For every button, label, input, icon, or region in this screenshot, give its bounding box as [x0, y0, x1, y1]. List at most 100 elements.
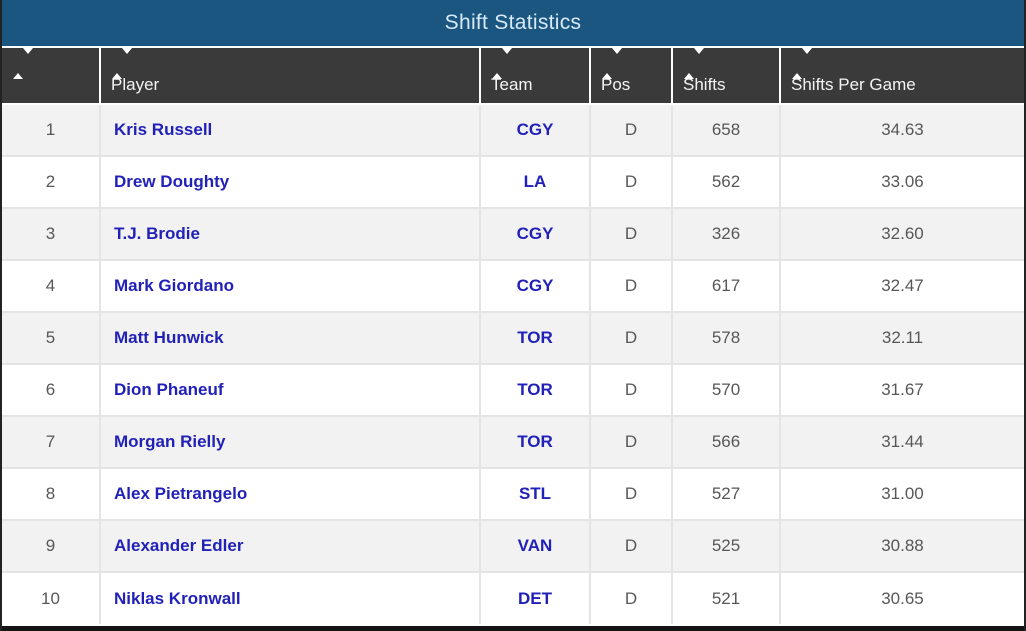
player-cell: Morgan Rielly [99, 415, 480, 468]
team-link[interactable]: CGY [516, 276, 554, 295]
table-row: 4 Mark Giordano CGY D 617 32.47 [2, 259, 1024, 312]
column-header-label: Pos [601, 75, 631, 94]
sort-icon [602, 48, 622, 79]
player-link[interactable]: Mark Giordano [114, 276, 234, 295]
player-link[interactable]: Niklas Kronwall [114, 588, 241, 608]
column-header-player[interactable]: Player [99, 46, 480, 105]
player-cell: Matt Hunwick [99, 311, 480, 364]
team-link[interactable]: LA [523, 172, 547, 191]
team-cell: CGY [479, 207, 590, 260]
shifts-per-game-cell: 30.88 [779, 519, 1024, 572]
player-link[interactable]: Matt Hunwick [114, 328, 224, 347]
table-row: 8 Alex Pietrangelo STL D 527 31.00 [2, 467, 1024, 520]
pos-cell: D [589, 155, 672, 208]
player-cell: Niklas Kronwall [99, 571, 480, 624]
page-title: Shift Statistics [444, 11, 582, 34]
team-link[interactable]: TOR [517, 432, 553, 451]
shift-statistics-table: Player Team Pos Shifts Shifts Per Game [2, 46, 1024, 624]
rank-cell: 5 [2, 311, 100, 364]
player-cell: Alex Pietrangelo [99, 467, 480, 520]
column-header-label: Team [491, 75, 533, 94]
team-link[interactable]: CGY [516, 224, 554, 243]
column-header-label: Shifts Per Game [791, 75, 916, 94]
shifts-cell: 566 [671, 415, 780, 468]
shifts-per-game-cell: 31.67 [779, 363, 1024, 416]
table-row: 1 Kris Russell CGY D 658 34.63 [2, 104, 1024, 156]
shifts-cell: 521 [671, 571, 780, 624]
table-row: 7 Morgan Rielly TOR D 566 31.44 [2, 415, 1024, 468]
column-header-pos[interactable]: Pos [589, 46, 672, 105]
rank-cell: 9 [2, 519, 100, 572]
pos-cell: D [589, 207, 672, 260]
pos-cell: D [589, 519, 672, 572]
shifts-cell: 562 [671, 155, 780, 208]
shifts-cell: 617 [671, 259, 780, 312]
player-link[interactable]: Dion Phaneuf [114, 380, 224, 399]
column-header-shifts-per-game[interactable]: Shifts Per Game [779, 46, 1024, 105]
rank-cell: 4 [2, 259, 100, 312]
team-link[interactable]: STL [518, 484, 552, 503]
shifts-per-game-cell: 32.11 [779, 311, 1024, 364]
team-cell: STL [479, 467, 590, 520]
sort-icon [792, 48, 812, 79]
shifts-cell: 570 [671, 363, 780, 416]
player-link[interactable]: Drew Doughty [114, 172, 230, 191]
rank-cell: 3 [2, 207, 100, 260]
column-header-rank[interactable] [2, 46, 100, 105]
team-link[interactable]: DET [518, 588, 552, 608]
table-row: 6 Dion Phaneuf TOR D 570 31.67 [2, 363, 1024, 416]
table-body: 1 Kris Russell CGY D 658 34.63 2 Drew Do… [2, 104, 1024, 624]
team-link[interactable]: TOR [517, 328, 553, 347]
player-cell: Mark Giordano [99, 259, 480, 312]
rank-cell: 1 [2, 104, 100, 156]
shifts-cell: 527 [671, 467, 780, 520]
table-row: 5 Matt Hunwick TOR D 578 32.11 [2, 311, 1024, 364]
player-link[interactable]: Alex Pietrangelo [114, 484, 248, 503]
team-cell: VAN [479, 519, 590, 572]
team-cell: TOR [479, 415, 590, 468]
column-header-team[interactable]: Team [479, 46, 590, 105]
rank-cell: 8 [2, 467, 100, 520]
bottom-border-bar [2, 626, 1024, 631]
player-cell: Dion Phaneuf [99, 363, 480, 416]
player-link[interactable]: T.J. Brodie [114, 224, 200, 243]
team-cell: DET [479, 571, 590, 624]
shifts-per-game-cell: 33.06 [779, 155, 1024, 208]
sort-icon [684, 48, 704, 79]
table-row: 2 Drew Doughty LA D 562 33.06 [2, 155, 1024, 208]
player-link[interactable]: Morgan Rielly [114, 432, 226, 451]
player-cell: Drew Doughty [99, 155, 480, 208]
team-cell: CGY [479, 259, 590, 312]
shifts-per-game-cell: 31.44 [779, 415, 1024, 468]
pos-cell: D [589, 259, 672, 312]
player-cell: Alexander Edler [99, 519, 480, 572]
shifts-cell: 525 [671, 519, 780, 572]
column-header-label: Player [111, 75, 160, 94]
team-cell: TOR [479, 363, 590, 416]
sort-icon [492, 48, 512, 79]
sort-icon [112, 48, 132, 79]
team-cell: CGY [479, 104, 590, 156]
team-link[interactable]: TOR [517, 380, 553, 399]
team-cell: LA [479, 155, 590, 208]
table-row: 10 Niklas Kronwall DET D 521 30.65 [2, 571, 1024, 624]
pos-cell: D [589, 467, 672, 520]
pos-cell: D [589, 363, 672, 416]
shifts-per-game-cell: 32.47 [779, 259, 1024, 312]
title-bar: Shift Statistics [2, 0, 1024, 46]
team-link[interactable]: VAN [517, 536, 553, 555]
pos-cell: D [589, 311, 672, 364]
player-link[interactable]: Kris Russell [114, 120, 213, 139]
shifts-per-game-cell: 30.65 [779, 571, 1024, 624]
player-cell: T.J. Brodie [99, 207, 480, 260]
pos-cell: D [589, 415, 672, 468]
rank-cell: 2 [2, 155, 100, 208]
player-link[interactable]: Alexander Edler [114, 536, 244, 555]
team-link[interactable]: CGY [516, 120, 554, 139]
column-header-shifts[interactable]: Shifts [671, 46, 780, 105]
shifts-per-game-cell: 31.00 [779, 467, 1024, 520]
table-header: Player Team Pos Shifts Shifts Per Game [2, 46, 1024, 105]
table-row: 3 T.J. Brodie CGY D 326 32.60 [2, 207, 1024, 260]
player-cell: Kris Russell [99, 104, 480, 156]
